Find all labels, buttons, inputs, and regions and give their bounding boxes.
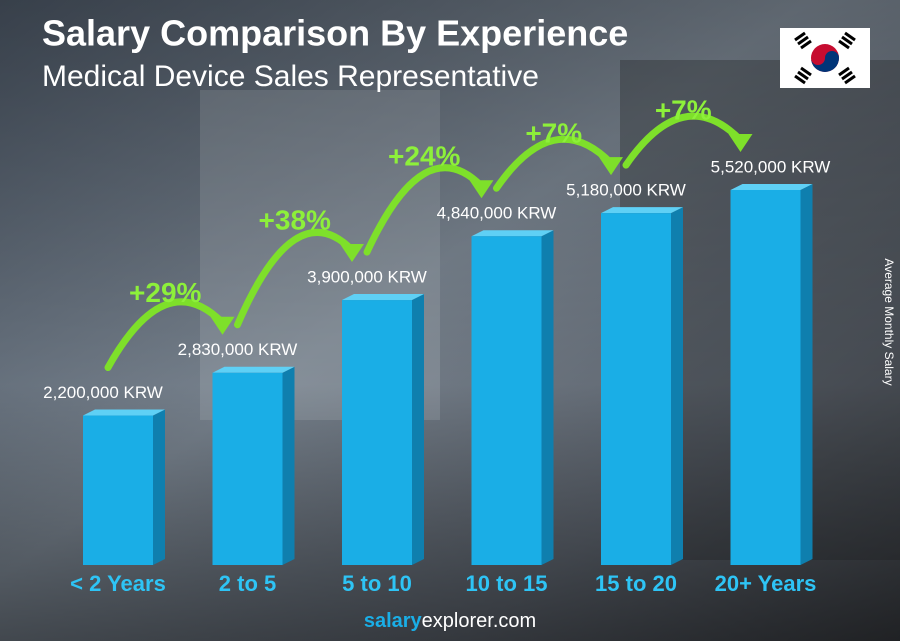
- increment-label: +7%: [655, 94, 712, 125]
- value-label: 3,900,000 KRW: [307, 268, 427, 287]
- bar: [212, 372, 283, 565]
- bar-side: [800, 184, 813, 565]
- bar-side: [153, 409, 165, 565]
- bar-top: [730, 184, 813, 190]
- value-label: 2,830,000 KRW: [178, 340, 298, 359]
- chart-title: Salary Comparison By Experience: [42, 13, 628, 54]
- bar-side: [412, 294, 424, 565]
- footer: salaryexplorer.com: [364, 610, 536, 632]
- value-label: 5,180,000 KRW: [566, 181, 686, 200]
- footer-rest: explorer.com: [422, 610, 537, 632]
- bar-top: [471, 230, 554, 237]
- footer-bold: salary: [364, 610, 423, 632]
- value-label: 5,520,000 KRW: [711, 157, 831, 176]
- y-axis-label: Average Monthly Salary: [882, 258, 896, 385]
- flag-circle-blue: [811, 51, 839, 72]
- x-tick-label: 5 to 10: [342, 571, 412, 596]
- bar: [601, 213, 671, 565]
- bar-side: [541, 230, 554, 565]
- increment-arrow: [469, 180, 494, 199]
- bar: [471, 236, 542, 565]
- value-label: 2,200,000 KRW: [43, 383, 163, 402]
- increment-arc: [363, 164, 485, 256]
- x-tick-label: 15 to 20: [595, 571, 677, 596]
- x-tick-label: 20+ Years: [715, 571, 817, 596]
- value-label: 4,840,000 KRW: [437, 204, 557, 223]
- flag-trigrams: [794, 31, 856, 85]
- increment-arc: [493, 135, 615, 192]
- increment-arrow: [210, 316, 235, 335]
- bar: [83, 415, 153, 565]
- bar-side: [671, 207, 683, 565]
- bar: [342, 300, 412, 565]
- x-tick-label: 2 to 5: [219, 571, 276, 596]
- bar-top: [342, 294, 424, 301]
- bar-top: [601, 207, 683, 214]
- bar-side: [282, 366, 295, 565]
- increment-arrow: [728, 134, 753, 152]
- x-tick-label: 10 to 15: [466, 571, 548, 596]
- x-tick-label: < 2 Years: [70, 571, 166, 596]
- increment-label: +38%: [259, 204, 331, 235]
- chart-subtitle: Medical Device Sales Representative: [42, 60, 539, 93]
- increment-arrow: [340, 244, 364, 263]
- bar: [730, 190, 801, 565]
- increment-label: +24%: [388, 141, 460, 172]
- flag: [780, 28, 870, 88]
- increment-label: +29%: [129, 277, 201, 308]
- increment-arc: [234, 229, 356, 329]
- increment-arrow: [599, 157, 623, 176]
- increment-arc: [622, 112, 744, 169]
- bar-top: [212, 366, 295, 373]
- increment-arc: [104, 298, 226, 372]
- bar-top: [83, 409, 165, 416]
- increment-label: +7%: [525, 117, 582, 148]
